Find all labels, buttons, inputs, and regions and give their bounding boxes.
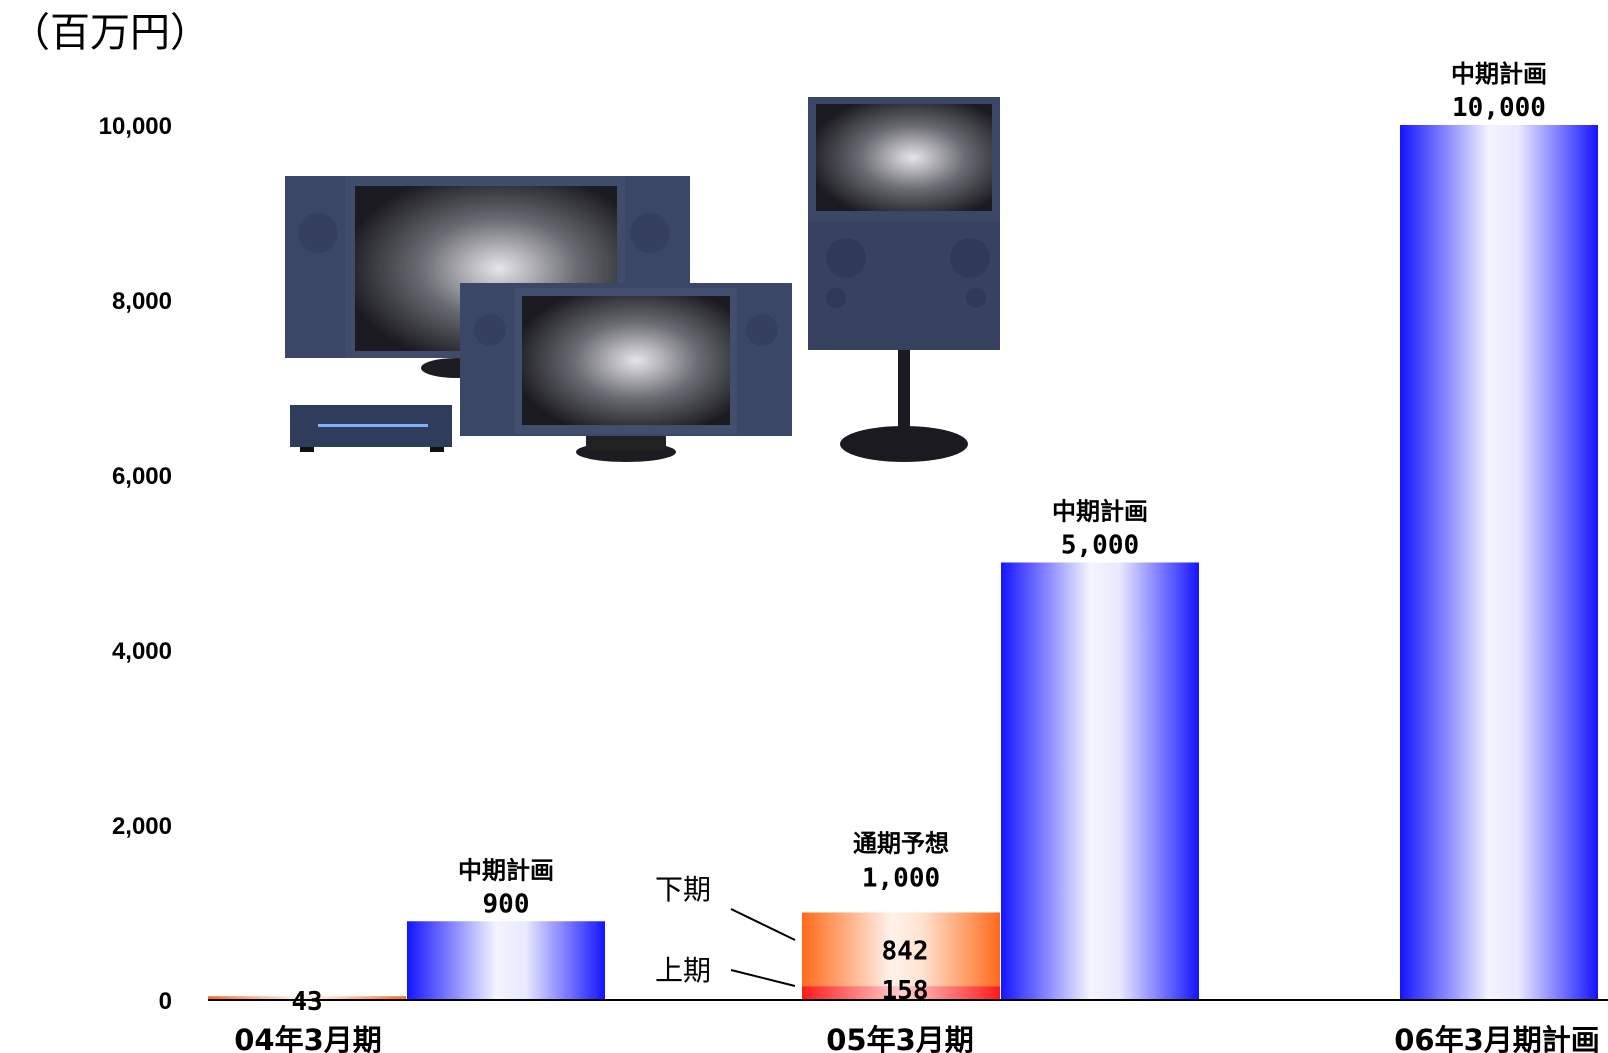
y-axis: 0 2,000 4,000 6,000 8,000 10,000 [99,113,172,1015]
bar-value-label: 900 [483,889,530,919]
bar-actual [208,996,406,1001]
unit-label: （百万円） [10,10,210,56]
bar-value-label: 43 [291,987,322,1017]
segment-name-label: 上期 [655,954,711,987]
x-axis: 04年3月期 05年3月期 06年3月期計画 [234,1023,1600,1053]
bar-segment-second-half [802,912,1000,987]
y-tick-label: 8,000 [112,288,172,315]
lcd-tv-products-photo [285,97,1000,462]
y-tick-label: 2,000 [112,813,172,840]
segment-value-label: 842 [882,936,929,966]
callout-line [730,908,796,941]
bar-value-label: 5,000 [1061,531,1139,561]
x-tick-label: 05年3月期 [826,1023,974,1053]
bar-value-label: 10,000 [1452,93,1546,123]
bar-series-label: 中期計画 [1052,498,1148,526]
x-tick-label: 06年3月期計画 [1394,1023,1600,1053]
bar-series-label: 通期予想 [853,830,949,858]
y-tick-label: 0 [159,988,172,1015]
bar-plan [407,921,605,1000]
x-tick-label: 04年3月期 [234,1023,382,1053]
bar-series-label: 中期計画 [458,856,554,884]
callout-line [730,969,796,987]
segment-name-label: 下期 [655,873,711,906]
bar-plan [1400,125,1598,1000]
y-tick-label: 6,000 [112,463,172,490]
y-tick-label: 4,000 [112,638,172,665]
y-tick-label: 10,000 [99,113,172,140]
bar-segment-first-half [802,986,1000,1000]
bars [208,125,1598,1001]
bar-plan [1001,562,1199,1000]
bar-series-label: 中期計画 [1451,60,1547,88]
segment-value-label: 158 [882,976,929,1006]
bar-value-label: 1,000 [862,864,940,894]
